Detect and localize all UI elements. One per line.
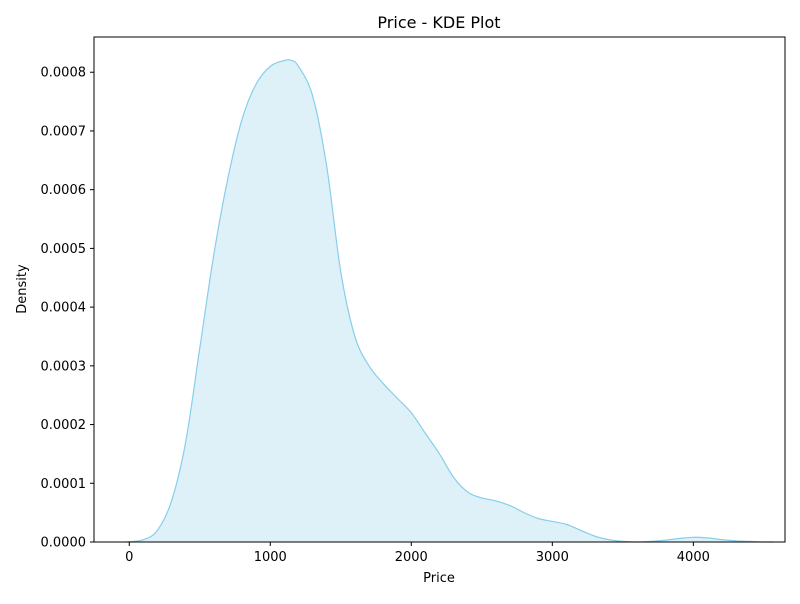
y-tick-label: 0.0001 [41,477,87,492]
x-tick-label: 4000 [677,550,710,565]
chart-title: Price - KDE Plot [377,13,500,32]
y-axis: 0.0000 0.0001 0.0002 0.0003 0.0004 0.0005 0.00… [41,66,94,551]
y-tick-label: 0.0002 [41,418,87,433]
plot-frame [93,36,786,543]
plot-area [126,59,774,543]
y-axis-label: Density [15,264,30,314]
kde-density-line [126,59,774,543]
x-tick-label: 1000 [254,550,287,565]
y-tick-label: 0.0005 [41,242,87,257]
kde-area-fill [126,59,774,542]
y-tick-label: 0.0006 [41,183,87,198]
x-tick-label: 2000 [395,550,428,565]
y-tick-label: 0.0004 [41,301,87,316]
x-axis-label: Price [423,571,455,586]
x-tick-label: 3000 [536,550,569,565]
y-tick-label: 0.0000 [41,536,87,551]
x-axis: 0 1000 2000 3000 4000 [125,542,710,565]
y-tick-label: 0.0007 [41,124,87,139]
x-tick-label: 0 [125,550,133,565]
y-tick-label: 0.0003 [41,359,87,374]
y-tick-label: 0.0008 [41,66,87,81]
